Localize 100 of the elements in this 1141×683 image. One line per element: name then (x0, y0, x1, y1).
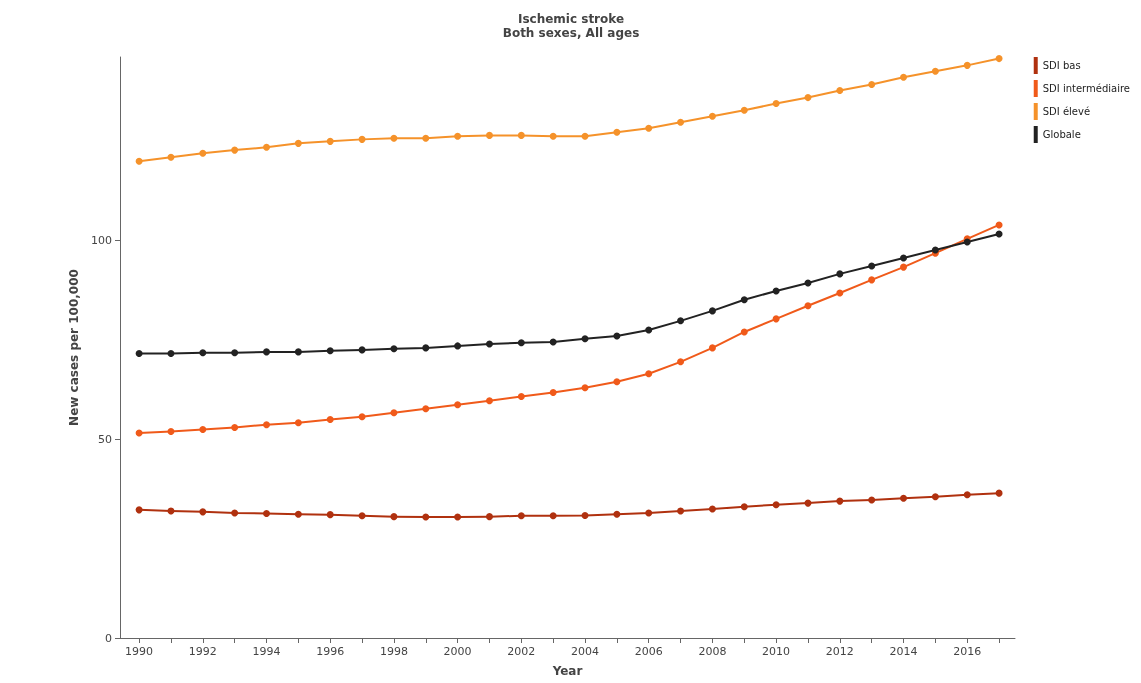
point (167, 349, 175, 357)
x-tick-label: 2000 (443, 645, 472, 658)
point (677, 118, 685, 126)
point (231, 423, 239, 431)
legend-label: Globale (1042, 129, 1081, 140)
legend-label: SDI élevé (1042, 106, 1091, 117)
point (135, 349, 143, 357)
point (581, 132, 589, 140)
point (836, 86, 844, 94)
point (485, 340, 493, 348)
y-tick-label: 0 (105, 631, 112, 645)
point (645, 370, 653, 378)
point (613, 378, 621, 386)
legend-label: SDI bas (1042, 60, 1081, 71)
point (485, 513, 493, 521)
legend-label: SDI intermédiaire (1042, 83, 1131, 94)
y-tick-label: 50 (98, 432, 112, 446)
point (263, 348, 271, 356)
y-tick-label: 100 (91, 233, 112, 247)
point (422, 513, 430, 521)
point (517, 339, 525, 347)
point (454, 513, 462, 521)
point (422, 405, 430, 413)
x-tick-label: 1992 (188, 645, 217, 658)
point (326, 416, 334, 424)
point (708, 112, 716, 120)
x-tick-label: 2010 (762, 645, 791, 658)
point (135, 506, 143, 514)
point (868, 262, 876, 270)
point (900, 73, 908, 81)
point (645, 124, 653, 132)
point (294, 139, 302, 147)
x-tick-label: 2004 (571, 645, 600, 658)
point (613, 128, 621, 136)
point (167, 153, 175, 161)
point (485, 397, 493, 405)
point (581, 511, 589, 519)
point (868, 276, 876, 284)
point (358, 512, 366, 520)
point (613, 510, 621, 518)
point (358, 413, 366, 421)
point (900, 494, 908, 502)
point (199, 508, 207, 516)
point (390, 134, 398, 142)
x-tick-label: 1998 (379, 645, 408, 658)
point (772, 315, 780, 323)
point (772, 501, 780, 509)
chart-title: Ischemic stroke (517, 12, 625, 26)
point (804, 94, 812, 102)
point (836, 289, 844, 297)
point (836, 270, 844, 278)
point (454, 132, 462, 140)
point (294, 419, 302, 427)
point (645, 326, 653, 334)
point (900, 263, 908, 271)
point (900, 254, 908, 262)
x-tick-label: 2016 (953, 645, 982, 658)
point (931, 493, 939, 501)
point (995, 55, 1003, 63)
point (549, 132, 557, 140)
point (199, 149, 207, 157)
point (708, 505, 716, 513)
point (326, 511, 334, 519)
point (931, 67, 939, 75)
x-tick-label: 1994 (252, 645, 281, 658)
point (231, 349, 239, 357)
point (231, 146, 239, 154)
point (199, 349, 207, 357)
point (740, 106, 748, 114)
point (740, 296, 748, 304)
point (390, 409, 398, 417)
point (294, 348, 302, 356)
point (645, 509, 653, 517)
x-tick-label: 2002 (507, 645, 536, 658)
point (454, 342, 462, 350)
point (199, 425, 207, 433)
y-axis-title: New cases per 100,000 (67, 269, 81, 426)
x-tick-label: 1990 (125, 645, 154, 658)
point (231, 509, 239, 517)
point (581, 384, 589, 392)
point (454, 401, 462, 409)
point (708, 307, 716, 315)
point (677, 317, 685, 325)
point (868, 496, 876, 504)
point (549, 388, 557, 396)
x-tick-label: 2008 (698, 645, 727, 658)
point (549, 512, 557, 520)
point (390, 513, 398, 521)
point (326, 137, 334, 145)
point (804, 302, 812, 310)
point (963, 61, 971, 69)
point (422, 344, 430, 352)
point (517, 131, 525, 139)
point (263, 143, 271, 151)
point (581, 335, 589, 343)
point (294, 510, 302, 518)
chart-subtitle: Both sexes, All ages (502, 26, 640, 40)
point (167, 427, 175, 435)
point (135, 157, 143, 165)
x-tick-label: 1996 (316, 645, 345, 658)
